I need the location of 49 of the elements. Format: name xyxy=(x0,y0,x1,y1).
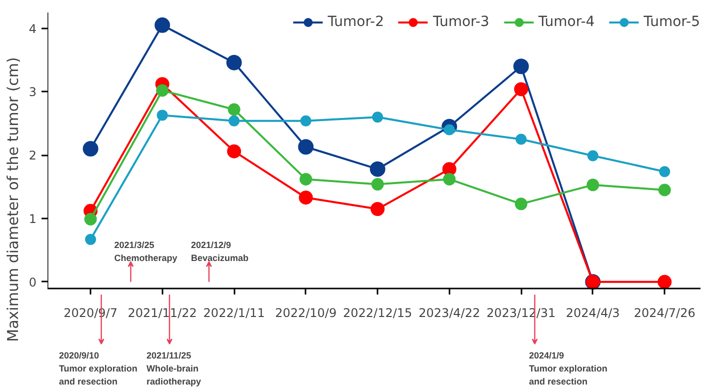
point xyxy=(658,184,671,196)
point xyxy=(156,84,169,97)
point xyxy=(228,103,240,116)
legend-label: Tumor-3 xyxy=(433,14,490,30)
point xyxy=(300,172,312,186)
point xyxy=(82,141,98,157)
point xyxy=(513,58,529,74)
point xyxy=(84,212,97,226)
point xyxy=(298,190,313,205)
text: 2021/11/25 Whole-brain radiotherapy xyxy=(146,350,202,386)
y-tick-label: 0 xyxy=(28,275,37,290)
legend-label: Tumor-5 xyxy=(644,14,700,30)
point xyxy=(300,115,312,126)
y-axis-title: Maximum diameter of the tumor (cm) xyxy=(4,57,22,342)
point xyxy=(156,110,168,121)
point xyxy=(370,161,386,177)
point xyxy=(586,178,600,192)
point xyxy=(372,112,384,123)
annotation: 2021/12/9 Bevacizumab xyxy=(191,240,250,264)
text: 2020/9/10 Tumor exploration and resection xyxy=(58,350,138,386)
point xyxy=(226,54,242,70)
point xyxy=(228,115,240,126)
x-tick-label: 2024/7/26 xyxy=(634,306,696,320)
point xyxy=(659,166,670,178)
legend-label: Tumor-4 xyxy=(538,14,595,30)
y-tick-label: 2 xyxy=(28,148,37,163)
point xyxy=(227,144,242,158)
point xyxy=(587,150,598,162)
x-tick-label: 2022/12/15 xyxy=(343,306,412,320)
x-tick-label: 2022/10/9 xyxy=(275,306,337,320)
text: 2024/1/9 Tumor exploration and resection xyxy=(529,350,608,386)
point xyxy=(516,134,527,145)
point xyxy=(658,274,672,289)
x-tick-label: 2023/4/22 xyxy=(418,306,480,320)
y-tick-label: 1 xyxy=(28,212,37,226)
annotation: 2021/3/25 Chemotherapy xyxy=(114,240,178,264)
point xyxy=(154,17,170,33)
point xyxy=(298,139,314,155)
y-tick-label: 3 xyxy=(28,85,37,100)
point xyxy=(443,172,456,186)
legend-label: Tumor-2 xyxy=(328,14,384,30)
y-tick-label: 4 xyxy=(28,22,37,36)
x-tick-label: 2024/4/3 xyxy=(566,306,620,320)
point xyxy=(514,198,528,210)
point xyxy=(371,178,384,191)
point xyxy=(370,202,385,216)
point xyxy=(514,82,528,96)
x-tick-label: 2022/1/11 xyxy=(203,306,265,320)
point xyxy=(85,234,96,245)
